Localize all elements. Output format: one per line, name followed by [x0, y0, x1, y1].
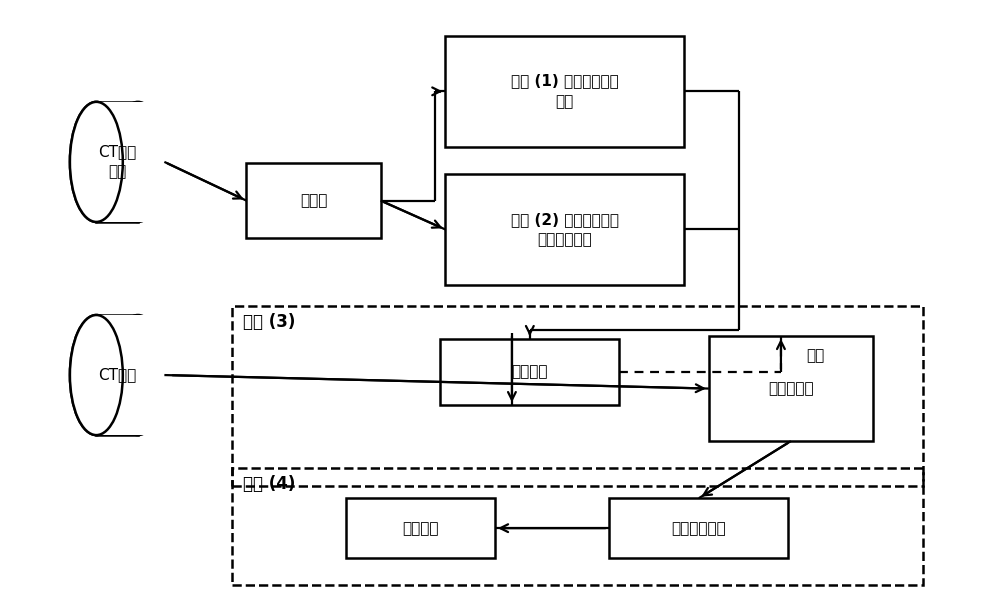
Text: 阈值及后处理: 阈值及后处理 [672, 521, 726, 536]
Bar [440, 339, 619, 405]
Ellipse shape [70, 315, 123, 435]
Bar [445, 174, 684, 285]
Ellipse shape [70, 102, 123, 222]
Text: 钙化分数: 钙化分数 [402, 521, 439, 536]
Text: 形变: 形变 [806, 348, 824, 363]
Text: CT造影
图像: CT造影 图像 [98, 144, 136, 179]
Bar [709, 336, 873, 441]
Ellipse shape [70, 315, 123, 435]
Text: 步骤 (1) 心脏及主动脉
分割: 步骤 (1) 心脏及主动脉 分割 [511, 74, 619, 109]
Text: 步骤 (2) 冠状动脉树中
轴提取及命名: 步骤 (2) 冠状动脉树中 轴提取及命名 [511, 211, 619, 247]
FancyBboxPatch shape [96, 315, 138, 435]
Bar [246, 163, 381, 238]
Bar [609, 498, 788, 558]
Ellipse shape [111, 315, 164, 435]
Bar [445, 36, 684, 147]
Bar [232, 468, 923, 585]
Text: 步骤 (3): 步骤 (3) [243, 313, 296, 331]
Text: 步骤 (4): 步骤 (4) [243, 475, 296, 493]
Bar [232, 306, 923, 486]
Text: 预处理: 预处理 [300, 193, 327, 208]
Text: 感兴趣区域: 感兴趣区域 [768, 381, 814, 396]
Bar [96, 102, 191, 222]
FancyBboxPatch shape [96, 102, 138, 222]
Bar [346, 498, 495, 558]
Ellipse shape [70, 102, 123, 222]
Text: 图像配准: 图像配准 [512, 365, 548, 379]
Ellipse shape [111, 102, 164, 222]
Text: CT图像: CT图像 [98, 368, 136, 382]
Bar [96, 315, 191, 435]
